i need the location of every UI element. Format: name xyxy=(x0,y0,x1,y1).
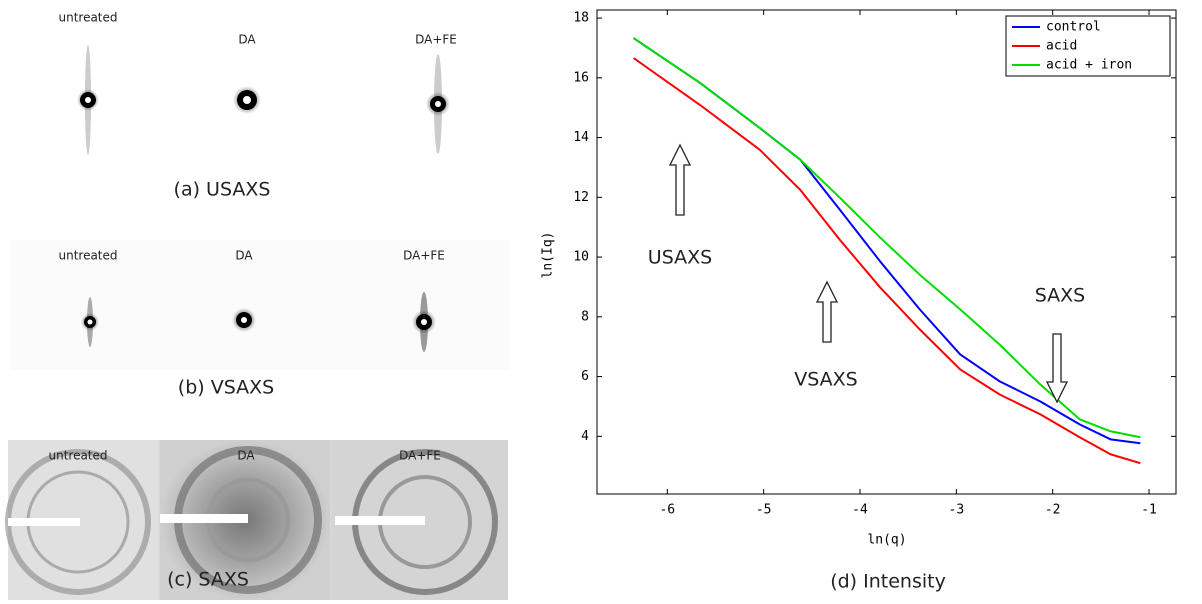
legend-label: acid + iron xyxy=(1046,58,1132,73)
panel-label: DA xyxy=(238,33,256,47)
x-tick-label: -1 xyxy=(1141,503,1157,518)
panel-label: untreated xyxy=(58,11,117,25)
legend-label: acid xyxy=(1046,39,1077,54)
panel-label: DA+FE xyxy=(415,33,457,47)
x-axis-label: ln(q) xyxy=(867,533,906,548)
panel-label: untreated xyxy=(48,449,107,463)
y-tick-label: 12 xyxy=(573,190,589,205)
annotation: USAXS xyxy=(648,247,712,269)
panel-label: DA xyxy=(237,449,255,463)
y-tick-label: 10 xyxy=(573,250,589,265)
data-line xyxy=(633,37,1141,439)
x-tick-label: -4 xyxy=(852,503,868,518)
x-tick-label: -3 xyxy=(949,503,965,518)
panel-label: untreated xyxy=(58,249,117,263)
vsaxs-images xyxy=(10,240,510,370)
panel-caption: (c) SAXS xyxy=(167,569,249,591)
saxs-images xyxy=(5,440,508,600)
chart-caption: (d) Intensity xyxy=(830,571,946,593)
y-tick-label: 16 xyxy=(573,70,589,85)
x-tick-label: -2 xyxy=(1045,503,1061,518)
x-tick-label: -5 xyxy=(756,503,772,518)
annotation-arrow xyxy=(1045,333,1069,404)
y-tick-label: 4 xyxy=(581,429,589,444)
panel-label: DA xyxy=(235,249,253,263)
panel-caption: (b) VSAXS xyxy=(178,377,274,399)
annotation: VSAXS xyxy=(794,369,858,391)
x-tick-label: -6 xyxy=(659,503,675,518)
y-axis-label: ln(Iq) xyxy=(541,232,556,279)
y-tick-label: 8 xyxy=(581,309,589,324)
usaxs-images xyxy=(77,45,450,155)
panel-label: DA+FE xyxy=(399,449,441,463)
annotation: SAXS xyxy=(1035,285,1086,307)
y-tick-label: 14 xyxy=(573,130,589,145)
plot-frame xyxy=(596,9,1177,495)
legend-label: control xyxy=(1046,20,1101,35)
panel-label: DA+FE xyxy=(403,249,445,263)
y-tick-label: 18 xyxy=(573,11,589,26)
annotation-arrow xyxy=(668,143,692,216)
panel-caption: (a) USAXS xyxy=(174,179,271,201)
data-line xyxy=(633,57,1141,465)
y-tick-label: 6 xyxy=(581,369,589,384)
annotation-arrow xyxy=(815,280,839,343)
